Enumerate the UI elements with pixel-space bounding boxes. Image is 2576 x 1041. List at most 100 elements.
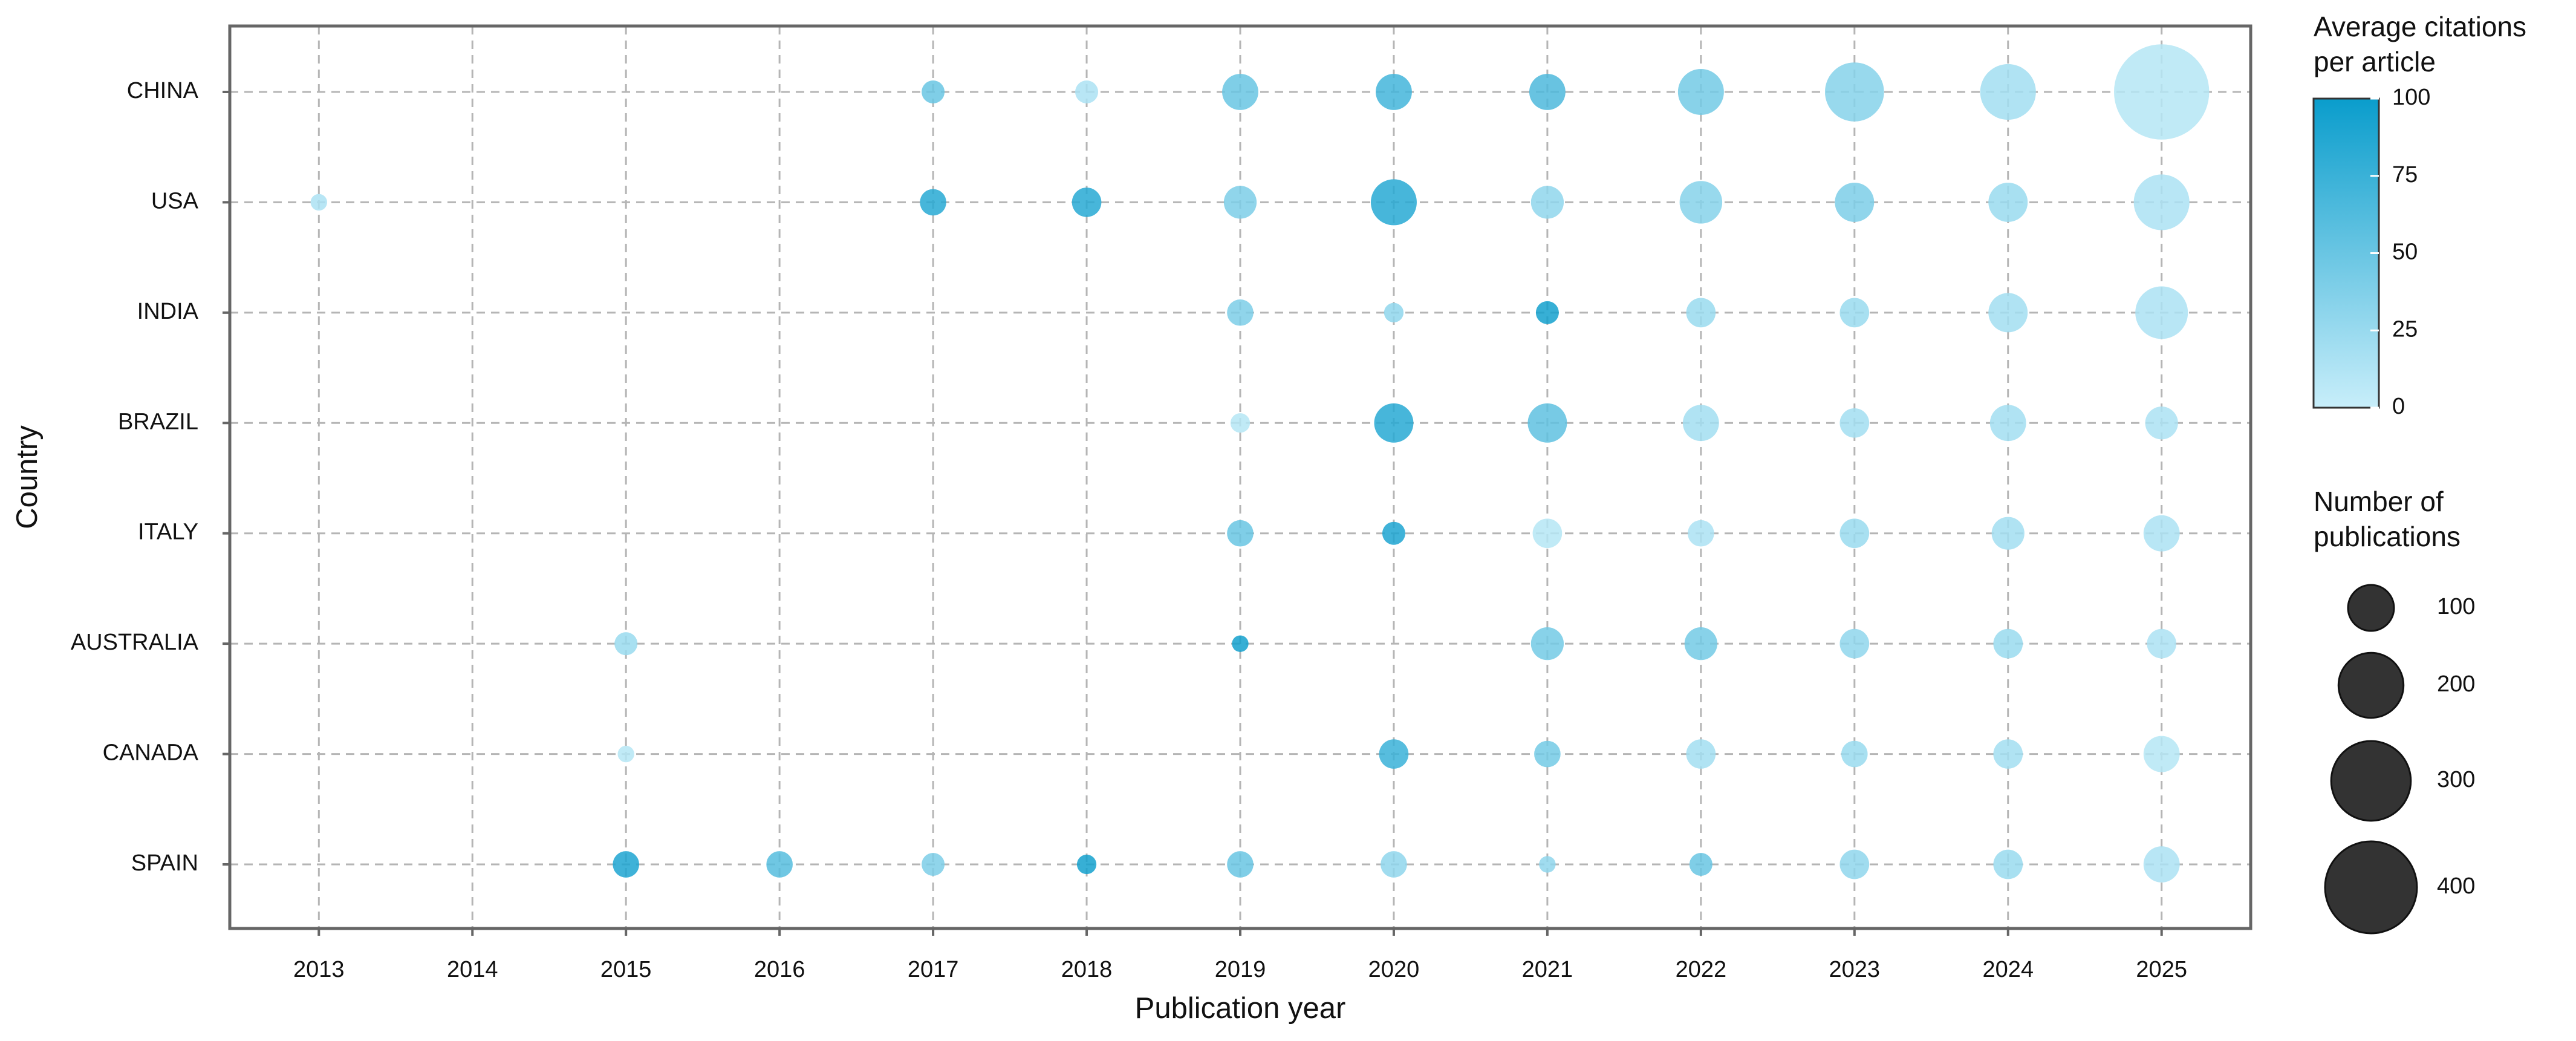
bubble <box>1682 405 1719 442</box>
y-tick-label: CHINA <box>127 78 199 103</box>
bubble <box>1376 74 1412 110</box>
bubble <box>1227 520 1254 547</box>
y-tick-label: ITALY <box>138 520 198 545</box>
x-tick-label: 2020 <box>1368 957 1420 982</box>
colorbar-label: 0 <box>2392 394 2405 419</box>
bubble <box>1677 69 1724 115</box>
color-legend-title: Average citations <box>2314 11 2526 42</box>
bubble <box>1527 403 1567 443</box>
bubble <box>1989 405 2026 442</box>
bubble <box>1988 293 2028 333</box>
bubble <box>1679 181 1723 224</box>
bubble <box>1991 517 2025 550</box>
bubble <box>1075 80 1099 103</box>
bubble <box>1227 851 1254 878</box>
colorbar-label: 25 <box>2392 316 2418 342</box>
bubble <box>1839 628 1870 659</box>
x-tick-label: 2015 <box>600 957 652 982</box>
x-tick-label: 2023 <box>1829 957 1881 982</box>
bubble <box>1684 627 1717 661</box>
bubble <box>1689 853 1712 876</box>
bubble <box>2143 736 2180 772</box>
x-tick-label: 2021 <box>1522 957 1573 982</box>
bubble <box>1381 851 1407 878</box>
y-tick-label: INDIA <box>137 299 199 324</box>
bubble <box>1993 739 2023 769</box>
bubble <box>1222 74 1258 110</box>
bubble <box>1835 182 1875 222</box>
y-tick-label: USA <box>151 188 199 214</box>
bubble <box>1839 518 1870 549</box>
bubble <box>310 194 327 211</box>
bubble <box>1227 299 1254 326</box>
bubble <box>1686 739 1716 769</box>
color-legend-title: per article <box>2314 46 2436 77</box>
colorbar <box>2312 97 2380 409</box>
bubble <box>2135 286 2188 339</box>
size-legend-title: publications <box>2314 521 2461 552</box>
bubble <box>922 853 945 876</box>
size-legend-key <box>2337 651 2405 719</box>
bubble <box>922 80 945 103</box>
bubble <box>1993 849 2023 879</box>
y-tick-label: AUSTRALIA <box>71 630 199 655</box>
size-legend-title: Number of <box>2314 486 2444 517</box>
size-legend-label: 200 <box>2437 671 2475 697</box>
bubble <box>617 745 634 763</box>
bubble <box>1382 521 1405 545</box>
x-tick-label: 2025 <box>2136 957 2187 982</box>
bubble <box>766 851 793 878</box>
bubble <box>2133 174 2190 230</box>
bubble <box>2145 406 2178 440</box>
bubble <box>1686 298 1716 328</box>
bubble <box>1223 186 1257 219</box>
bubble <box>1688 520 1714 547</box>
x-tick-label: 2017 <box>908 957 959 982</box>
bubble <box>1980 64 2036 120</box>
bubble <box>1374 403 1414 443</box>
x-axis-title: Publication year <box>1135 992 1346 1025</box>
bubble <box>1076 854 1097 875</box>
bubble <box>1839 849 1870 879</box>
y-tick-label: BRAZIL <box>118 409 198 434</box>
x-tick-label: 2018 <box>1061 957 1113 982</box>
bubble <box>1072 188 1102 217</box>
colorbar-label: 50 <box>2392 240 2418 265</box>
bubble <box>920 189 946 216</box>
size-legend-label: 300 <box>2437 767 2475 792</box>
size-legend-label: 100 <box>2437 594 2475 619</box>
bubble <box>1532 518 1563 549</box>
bubble <box>1539 856 1556 873</box>
size-legend-key <box>2347 584 2395 632</box>
size-legend-label: 400 <box>2437 873 2475 899</box>
x-tick-label: 2019 <box>1215 957 1266 982</box>
bubble <box>1993 628 2023 659</box>
y-tick-label: SPAIN <box>131 850 198 876</box>
bubble <box>1530 186 1564 219</box>
bubble <box>1839 298 1870 328</box>
bubble <box>1839 408 1870 438</box>
bubble <box>2147 628 2177 659</box>
bubble <box>1534 740 1561 768</box>
bubble <box>1232 635 1249 652</box>
x-tick-label: 2014 <box>447 957 498 982</box>
bubble <box>1384 302 1404 322</box>
bubble <box>1841 740 1868 768</box>
bubble <box>2114 44 2210 140</box>
size-legend-key <box>2330 740 2412 822</box>
size-legend-key <box>2324 840 2418 935</box>
x-tick-label: 2022 <box>1676 957 1727 982</box>
bubble <box>2143 515 2180 552</box>
bubble <box>614 632 638 656</box>
bubble <box>613 851 640 878</box>
bubble <box>1379 739 1409 769</box>
bubble <box>1988 182 2028 222</box>
colorbar-label: 75 <box>2392 162 2418 188</box>
bubble <box>1370 179 1417 226</box>
bubble <box>1530 627 1564 661</box>
y-axis-title: Country <box>11 425 44 529</box>
bubble <box>2143 846 2180 883</box>
bubble <box>1824 62 1884 122</box>
bubble <box>1230 413 1251 433</box>
